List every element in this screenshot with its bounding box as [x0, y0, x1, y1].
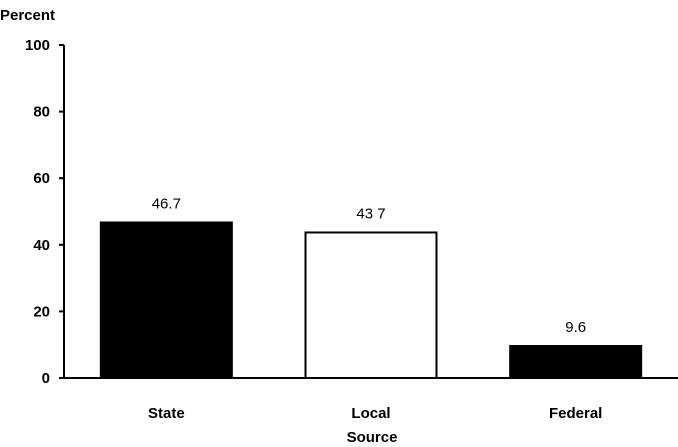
bar-local [304, 231, 438, 379]
category-labels: State Local Federal [148, 405, 602, 422]
y-tick-label: 40 [33, 237, 50, 254]
bar-federal [509, 345, 643, 380]
category-label-federal: Federal [549, 405, 602, 422]
bars: 46.7 43 7 9.6 [99, 195, 643, 380]
y-axis-label: Percent [0, 7, 55, 24]
y-tick-label: 60 [33, 170, 50, 187]
y-tick-label: 100 [25, 37, 50, 54]
category-label-state: State [148, 405, 185, 422]
data-label-local: 43 7 [356, 205, 385, 222]
data-label-federal: 9.6 [565, 319, 586, 336]
bar-state [99, 221, 233, 379]
y-tick-label: 80 [33, 104, 50, 121]
y-tick-label: 0 [42, 370, 50, 387]
y-axis-ticks: 0 20 40 60 80 100 [25, 37, 64, 387]
category-label-local: Local [351, 405, 390, 422]
x-axis-label: Source [347, 429, 398, 446]
y-tick-label: 20 [33, 303, 50, 320]
data-label-state: 46.7 [152, 195, 181, 212]
